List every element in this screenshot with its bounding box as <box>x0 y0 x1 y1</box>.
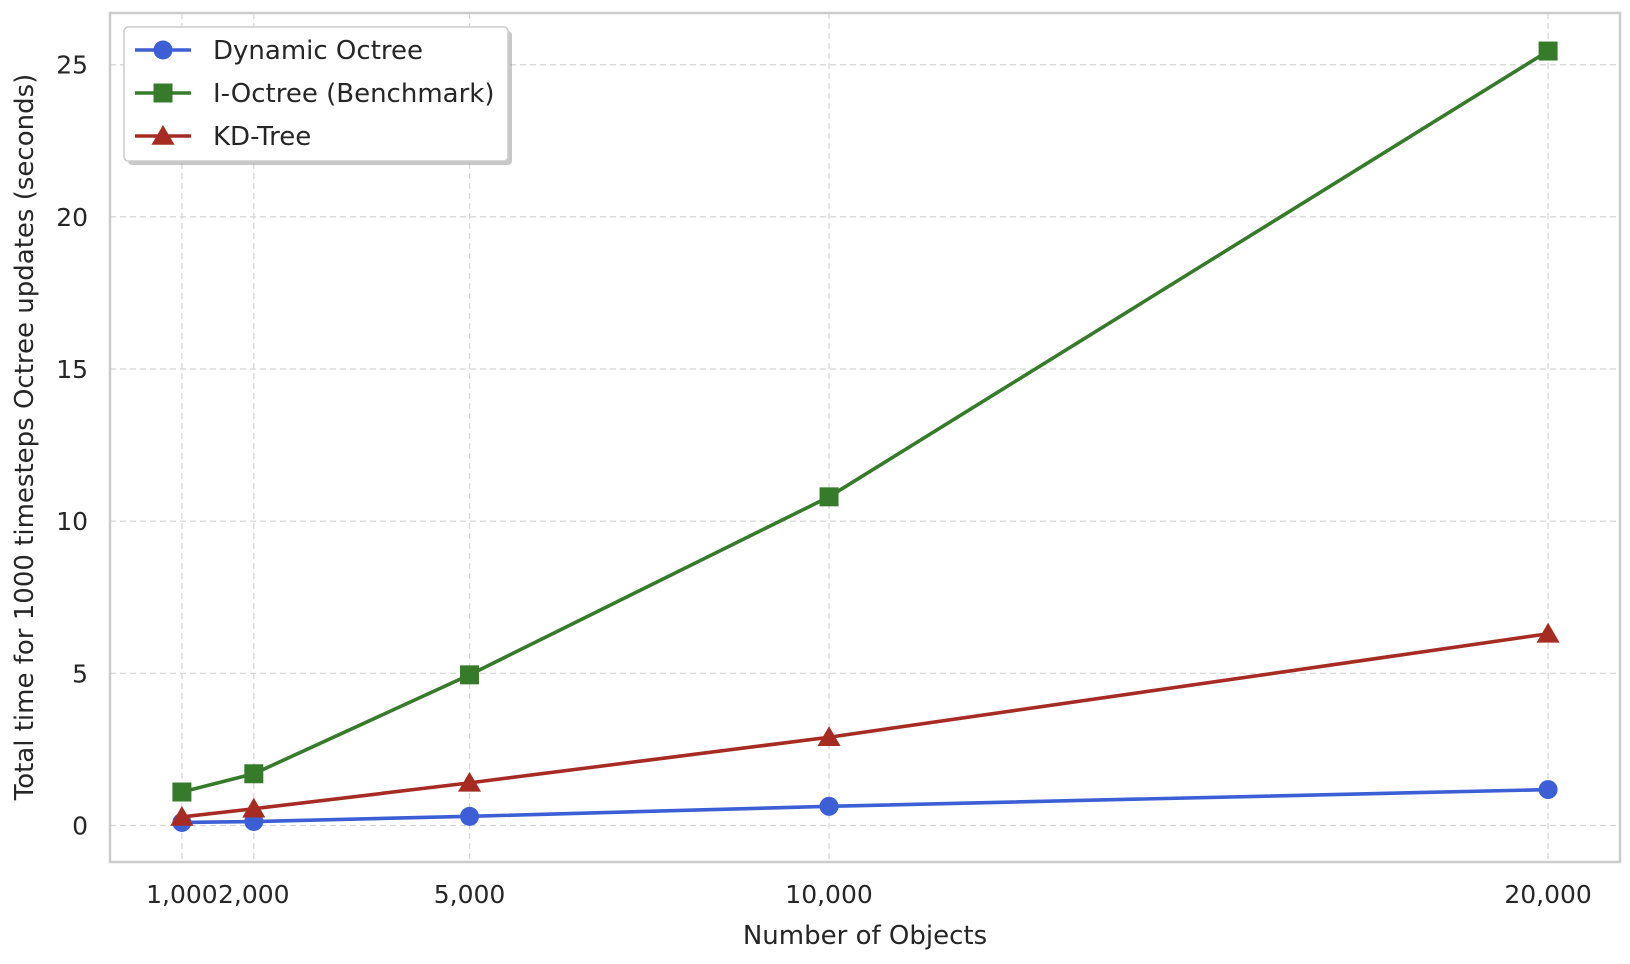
data-point <box>172 782 192 802</box>
series-line <box>181 631 1549 819</box>
legend-marker <box>153 83 173 103</box>
x-tick-label: 10,000 <box>785 880 872 909</box>
data-point <box>1536 622 1560 643</box>
data-point <box>460 665 480 685</box>
plot-frame <box>108 11 1622 864</box>
x-tick-label: 5,000 <box>434 880 506 909</box>
series-group <box>170 41 1560 832</box>
legend-entry: I-Octree (Benchmark) <box>135 79 494 109</box>
data-point <box>457 771 482 792</box>
data-point <box>1538 41 1558 61</box>
y-tick-label: 5 <box>72 659 88 688</box>
y-tick-label: 0 <box>72 811 88 840</box>
series-kd-tree <box>170 622 1560 826</box>
legend-marker <box>153 40 173 60</box>
x-axis-label: Number of Objects <box>743 921 987 951</box>
legend-box <box>123 26 509 162</box>
data-point <box>242 797 266 818</box>
legend-label: KD-Tree <box>213 122 311 152</box>
data-point <box>817 726 841 747</box>
data-point <box>1538 780 1558 800</box>
x-tick-label: 2,000 <box>218 880 290 909</box>
legend: Dynamic Octree I-Octree (Benchmark) KD-Tre… <box>123 26 512 165</box>
y-tick-label: 25 <box>56 51 88 80</box>
x-tick-label: 1,000 <box>146 880 218 909</box>
data-point <box>170 805 194 826</box>
legend-marker <box>151 125 175 145</box>
y-tick-label: 10 <box>56 507 88 536</box>
legend-entry: Dynamic Octree <box>135 36 423 66</box>
y-tick-label: 15 <box>56 355 88 384</box>
series-i-octree-benchmark <box>172 41 1558 802</box>
data-point <box>460 806 480 826</box>
legend-label: I-Octree (Benchmark) <box>213 79 494 109</box>
legend-entry: KD-Tree <box>135 122 311 152</box>
x-tick-label: 20,000 <box>1504 880 1591 909</box>
tick-labels: 0 5 10 15 20 25 1,000 2,000 5,000 10,000 20,000 <box>56 51 1592 909</box>
data-point <box>819 796 839 816</box>
legend-label: Dynamic Octree <box>213 36 423 66</box>
data-point <box>819 487 839 507</box>
series-dynamic-octree <box>172 780 1558 832</box>
data-point <box>244 764 264 784</box>
y-axis-label: Total time for 1000 timesteps Octree upd… <box>10 74 40 802</box>
y-tick-label: 20 <box>56 203 88 232</box>
